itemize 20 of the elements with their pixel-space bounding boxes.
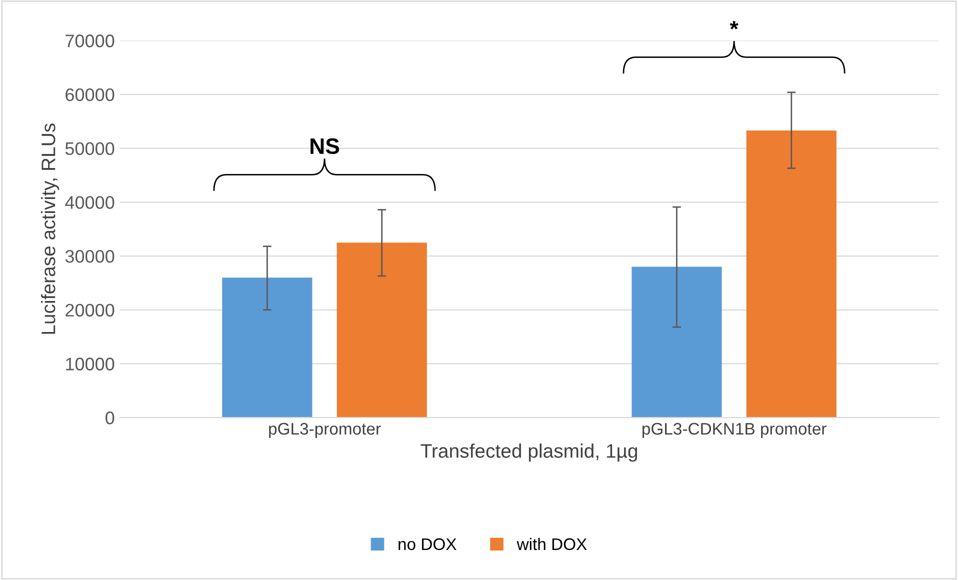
annotation: NS: [310, 138, 340, 154]
y-tick-label: 10000: [66, 358, 114, 370]
y-tick-label: 0: [106, 412, 114, 424]
x-tick-label: pGL3-CDKN1B promoter: [642, 422, 826, 438]
y-tick-label: 50000: [65, 142, 114, 156]
y-axis-title: Luciferase activity, RLUs: [41, 124, 60, 334]
y-tick-label: 20000: [66, 304, 114, 317]
y-tick-label: 70000: [66, 34, 114, 48]
bar: [222, 278, 312, 418]
x-tick-label: pGL3-promoter: [269, 422, 381, 438]
legend-label: with DOX: [516, 538, 587, 550]
x-axis-title: Transfected plasmid, 1µg: [420, 444, 638, 462]
y-tick-label: 60000: [66, 88, 114, 102]
bar: [746, 130, 836, 418]
bar: [336, 242, 427, 418]
legend-label: no DOX: [398, 538, 456, 550]
y-tick-label: 40000: [65, 196, 114, 209]
bar: [632, 266, 722, 418]
y-tick-label: 30000: [65, 250, 114, 263]
text: *: [730, 21, 738, 30]
